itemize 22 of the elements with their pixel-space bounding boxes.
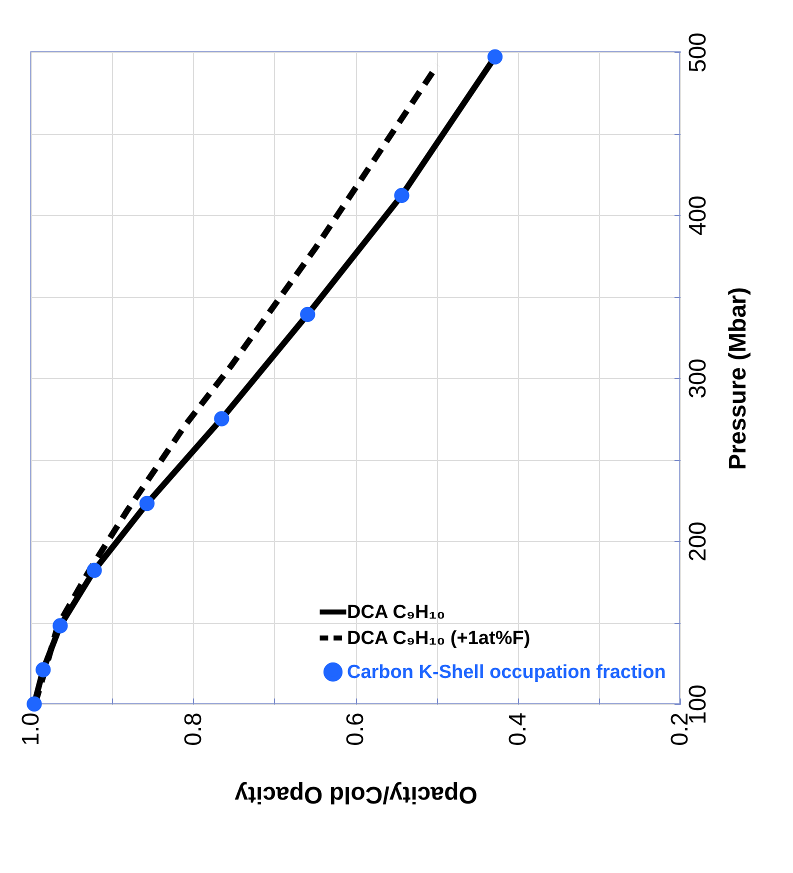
point	[26, 696, 42, 712]
point	[300, 306, 316, 322]
point	[214, 411, 230, 426]
legend-label: DCA C₉H₁₀ (+1at%F)	[347, 628, 530, 649]
point	[86, 562, 102, 578]
point	[36, 662, 51, 678]
x-tick-label: 0.8	[180, 712, 207, 746]
point	[139, 496, 155, 512]
point	[52, 618, 68, 634]
y-tick-label: 400	[684, 195, 712, 236]
y-axis-title: Pressure (Mbar)	[724, 287, 752, 470]
x-tick-label: 0.4	[504, 712, 532, 746]
point	[487, 49, 503, 64]
x-tick-label: 0.6	[342, 712, 369, 746]
point	[394, 188, 410, 204]
legend-label: Carbon K-Shell occupation fraction	[347, 662, 666, 683]
y-tick-label: 500	[684, 32, 712, 73]
x-axis-title: Opacity/Cold Opacity	[234, 780, 478, 808]
x-tick-label: 1.0	[18, 712, 44, 746]
y-tick-label: 300	[684, 358, 712, 399]
y-tick-label: 200	[684, 521, 712, 562]
legend-label: DCA C₉H₁₀	[347, 602, 446, 623]
